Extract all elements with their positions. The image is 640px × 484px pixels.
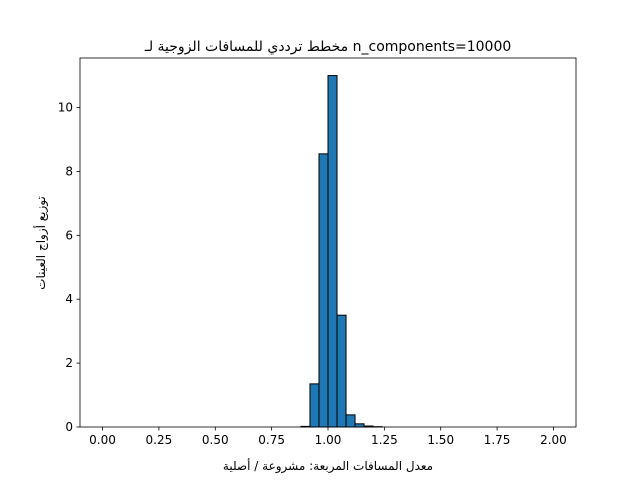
y-tick-label: 2 bbox=[65, 356, 73, 370]
x-tick-label: 1.00 bbox=[315, 433, 342, 447]
y-tick-label: 10 bbox=[58, 101, 73, 115]
y-tick-label: 8 bbox=[65, 164, 73, 178]
x-tick-label: 0.50 bbox=[202, 433, 229, 447]
histogram-bar bbox=[328, 76, 337, 427]
x-tick-label: 1.75 bbox=[484, 433, 511, 447]
x-tick-label: 1.50 bbox=[427, 433, 454, 447]
y-tick-label: 6 bbox=[65, 228, 73, 242]
x-tick-label: 0.00 bbox=[89, 433, 116, 447]
x-tick-label: 0.25 bbox=[146, 433, 173, 447]
histogram-bar bbox=[346, 415, 355, 427]
histogram-bar bbox=[355, 424, 364, 427]
histogram-bar bbox=[310, 384, 319, 427]
y-axis-label: توزيع أزواج العينات bbox=[33, 196, 49, 290]
y-tick-label: 4 bbox=[65, 292, 73, 306]
x-tick-label: 1.25 bbox=[371, 433, 398, 447]
x-tick-label: 0.75 bbox=[258, 433, 285, 447]
x-axis-label: معدل المسافات المربعة: مشروعة / أصلية bbox=[223, 458, 433, 474]
histogram-bar bbox=[319, 154, 328, 427]
chart-title: مخطط ترددي للمسافات الزوجية لـ n_compone… bbox=[144, 39, 512, 55]
y-tick-label: 0 bbox=[65, 420, 73, 434]
histogram-bar bbox=[337, 315, 346, 427]
x-tick-label: 2.00 bbox=[540, 433, 567, 447]
